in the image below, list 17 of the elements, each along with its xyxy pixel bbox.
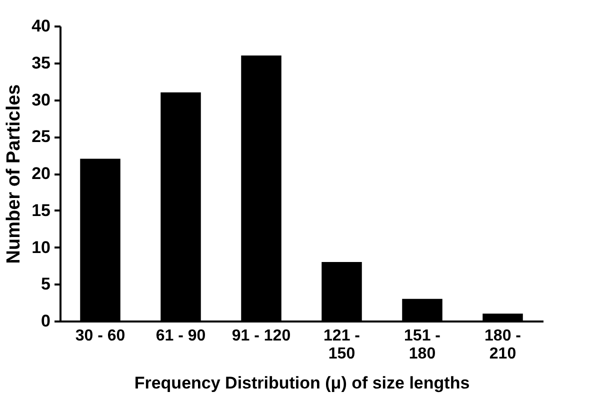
x-tick-label: 30 - 60 bbox=[75, 328, 126, 344]
y-tick-label: 35 bbox=[32, 53, 50, 72]
x-tick-label: 180 - 210 bbox=[484, 328, 521, 362]
y-tick-label: 5 bbox=[41, 274, 50, 294]
x-tick-label: 151 - 180 bbox=[404, 328, 440, 362]
x-tick-label: 121 - 150 bbox=[324, 328, 360, 362]
y-tick-label: 0 bbox=[41, 312, 50, 330]
x-axis-title: Frequency Distribution (μ) of size lengths bbox=[134, 374, 470, 392]
y-tick-label: 25 bbox=[32, 127, 50, 146]
y-tick-label: 20 bbox=[32, 164, 50, 183]
y-tick-label: 40 bbox=[32, 16, 50, 36]
x-tick-label: 91 - 120 bbox=[232, 328, 291, 344]
y-tick-label: 30 bbox=[32, 90, 50, 110]
y-tick-label: 15 bbox=[32, 200, 50, 220]
y-axis-title: Number of Particles bbox=[4, 84, 25, 264]
x-tick-label: 61 - 90 bbox=[156, 328, 206, 344]
y-tick-label: 10 bbox=[32, 238, 50, 257]
